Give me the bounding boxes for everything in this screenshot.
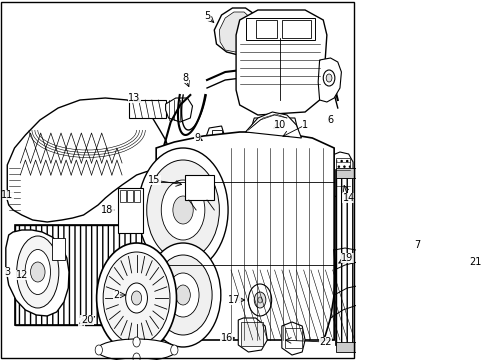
Circle shape	[396, 327, 400, 333]
Circle shape	[254, 292, 266, 308]
Polygon shape	[245, 112, 301, 138]
Bar	[421, 175, 468, 350]
Text: 8: 8	[182, 73, 188, 83]
Polygon shape	[318, 58, 342, 102]
Circle shape	[248, 284, 271, 316]
Circle shape	[167, 273, 199, 317]
Bar	[134, 190, 140, 202]
Text: 16: 16	[220, 333, 233, 343]
Bar	[241, 322, 263, 346]
Bar	[256, 20, 277, 38]
Text: 20: 20	[81, 315, 94, 325]
Circle shape	[405, 339, 409, 345]
Bar	[120, 190, 125, 202]
Bar	[15, 225, 156, 325]
Circle shape	[133, 337, 140, 347]
Circle shape	[176, 285, 190, 305]
Circle shape	[171, 345, 178, 355]
Bar	[212, 130, 222, 140]
Text: 13: 13	[128, 93, 141, 103]
Polygon shape	[206, 126, 225, 150]
Circle shape	[97, 243, 176, 353]
Bar	[282, 20, 311, 38]
Text: 11: 11	[1, 190, 13, 200]
Circle shape	[146, 291, 152, 299]
Bar	[245, 18, 315, 40]
Circle shape	[147, 160, 220, 260]
Circle shape	[154, 255, 212, 335]
Text: 15: 15	[148, 175, 160, 185]
Circle shape	[370, 299, 374, 305]
Polygon shape	[236, 10, 327, 115]
Circle shape	[161, 180, 205, 240]
Circle shape	[390, 309, 394, 315]
Bar	[127, 190, 133, 202]
Circle shape	[131, 291, 142, 305]
Text: 3: 3	[4, 267, 10, 277]
Text: 18: 18	[101, 205, 114, 215]
Circle shape	[383, 289, 387, 295]
Text: 22: 22	[319, 337, 332, 347]
Circle shape	[103, 252, 170, 344]
Circle shape	[323, 70, 335, 86]
Circle shape	[128, 267, 169, 323]
Bar	[336, 342, 414, 352]
Polygon shape	[7, 98, 169, 222]
Text: 2: 2	[113, 290, 120, 300]
Ellipse shape	[97, 339, 176, 360]
Bar	[336, 170, 414, 345]
Polygon shape	[238, 318, 268, 352]
Circle shape	[142, 285, 156, 305]
Bar	[129, 100, 166, 118]
Text: 4: 4	[78, 318, 84, 328]
Ellipse shape	[25, 249, 50, 294]
Bar	[336, 168, 414, 178]
Bar	[107, 318, 118, 328]
Circle shape	[134, 275, 164, 315]
Text: 6: 6	[327, 115, 334, 125]
Text: 17: 17	[228, 295, 240, 305]
Ellipse shape	[17, 236, 59, 308]
Bar	[336, 158, 350, 194]
Polygon shape	[250, 118, 270, 138]
Text: 19: 19	[341, 253, 353, 263]
Text: 5: 5	[204, 11, 210, 21]
Text: 9: 9	[195, 133, 200, 143]
Polygon shape	[166, 98, 193, 122]
Polygon shape	[333, 152, 353, 200]
Text: 14: 14	[343, 193, 355, 203]
Text: 7: 7	[415, 240, 421, 250]
Bar	[285, 328, 302, 348]
Circle shape	[173, 196, 193, 224]
Circle shape	[258, 297, 262, 303]
Text: 12: 12	[16, 270, 28, 280]
Bar	[336, 170, 414, 345]
Circle shape	[133, 353, 140, 360]
Polygon shape	[282, 322, 305, 355]
Bar	[118, 188, 143, 233]
Circle shape	[109, 318, 116, 328]
Polygon shape	[214, 8, 260, 55]
Bar	[52, 238, 65, 260]
Circle shape	[401, 332, 405, 338]
Polygon shape	[156, 132, 334, 340]
Polygon shape	[278, 118, 298, 138]
Bar	[185, 175, 214, 200]
Bar	[421, 175, 468, 350]
Circle shape	[145, 243, 221, 347]
Text: 10: 10	[273, 120, 286, 130]
Text: 1: 1	[302, 120, 308, 130]
Circle shape	[383, 337, 387, 343]
Polygon shape	[220, 12, 256, 52]
Text: 21: 21	[469, 257, 482, 267]
Circle shape	[30, 262, 45, 282]
Circle shape	[125, 283, 147, 313]
Bar	[15, 225, 156, 325]
Circle shape	[95, 345, 102, 355]
Circle shape	[326, 74, 332, 82]
Polygon shape	[6, 230, 69, 316]
Circle shape	[138, 148, 228, 272]
